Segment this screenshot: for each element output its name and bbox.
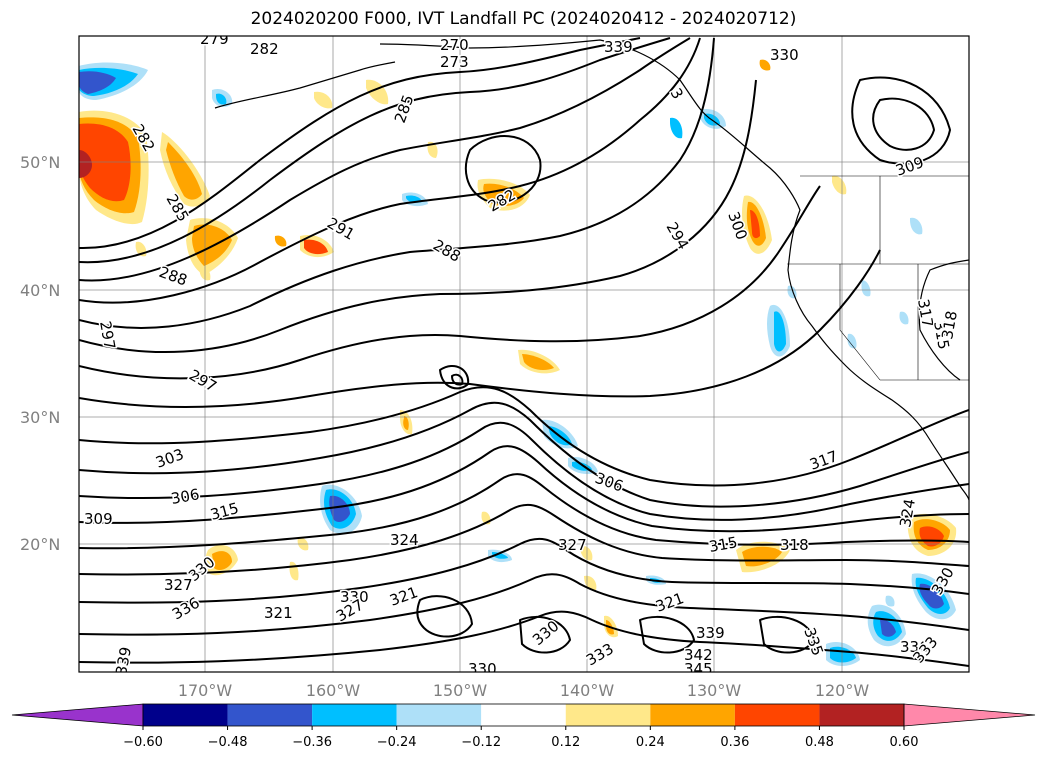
contour-label: 327 bbox=[164, 576, 193, 594]
contour-label: 330 bbox=[770, 46, 799, 64]
colorbar-segment bbox=[650, 704, 735, 726]
contour-lines bbox=[79, 37, 969, 667]
colorbar-tick-label: −0.12 bbox=[461, 735, 501, 750]
lon-label-140w: 140°W bbox=[560, 681, 615, 700]
map-title: 2024020200 F000, IVT Landfall PC (202402… bbox=[250, 9, 797, 29]
lon-label-150w: 150°W bbox=[433, 681, 488, 700]
contour-label: 282 bbox=[250, 40, 279, 58]
colorbar-segment bbox=[312, 704, 397, 726]
contour-label: 339 bbox=[604, 38, 633, 56]
lat-label-30n: 30°N bbox=[20, 408, 60, 427]
colorbar-tick-label: 0.36 bbox=[720, 735, 749, 750]
colorbar-tick-label: −0.36 bbox=[292, 735, 332, 750]
colorbar-extend-max bbox=[903, 703, 1036, 727]
north-america-coast bbox=[379, 39, 969, 501]
colorbar-segment bbox=[734, 704, 820, 726]
colorbar-tick-label: 0.12 bbox=[551, 735, 580, 750]
colorbar-tick-label: −0.48 bbox=[208, 735, 248, 750]
colorbar-segment bbox=[819, 704, 904, 726]
colorbar-segment bbox=[565, 704, 651, 726]
contour-label: 330 bbox=[468, 660, 497, 678]
colorbar-tick-label: 0.24 bbox=[636, 735, 665, 750]
colorbar-tick-label: 0.60 bbox=[890, 735, 919, 750]
lon-label-130w: 130°W bbox=[687, 681, 742, 700]
colorbar-tick-label: 0.48 bbox=[805, 735, 834, 750]
colorbar-segment bbox=[143, 704, 228, 726]
lon-label-170w: 170°W bbox=[178, 681, 233, 700]
colorbar-segment bbox=[227, 704, 313, 726]
colorbar-tick-label: −0.24 bbox=[377, 735, 417, 750]
contour-label: 342 bbox=[684, 646, 713, 664]
colorbar-extend-min bbox=[11, 703, 144, 727]
contour-label: 279 bbox=[200, 30, 229, 48]
contour-label: 324 bbox=[390, 531, 419, 549]
contour-label: 321 bbox=[264, 604, 293, 622]
lon-label-160w: 160°W bbox=[306, 681, 361, 700]
lat-label-50n: 50°N bbox=[20, 153, 60, 172]
colorbar-tick-label: −0.60 bbox=[123, 735, 163, 750]
contour-label: 327 bbox=[558, 536, 587, 554]
lat-label-20n: 20°N bbox=[20, 535, 60, 554]
contour-label: 273 bbox=[440, 53, 469, 71]
contour-label: 345 bbox=[684, 660, 713, 678]
colorbar-segment bbox=[481, 704, 566, 726]
lat-label-40n: 40°N bbox=[20, 281, 60, 300]
border-state-2 bbox=[839, 264, 881, 381]
colorbar-segment bbox=[396, 704, 482, 726]
contour-label: 270 bbox=[440, 36, 469, 54]
aleutian-chain bbox=[214, 61, 396, 109]
lon-label-120w: 120°W bbox=[815, 681, 870, 700]
contour-label: 336 bbox=[900, 638, 929, 656]
colorbar-frame bbox=[142, 703, 905, 727]
contour-label: 309 bbox=[84, 510, 113, 528]
contour-label: 339 bbox=[696, 624, 725, 642]
contour-label: 318 bbox=[780, 536, 809, 554]
contour-label: 330 bbox=[340, 588, 369, 606]
colorbar: −0.60 −0.48 −0.36 −0.24 −0.12 0.12 0.24 0.36 0.4… bbox=[11, 703, 1036, 750]
political-borders bbox=[787, 175, 969, 381]
contour-label: 297 bbox=[96, 320, 119, 351]
map-frame bbox=[78, 35, 970, 673]
